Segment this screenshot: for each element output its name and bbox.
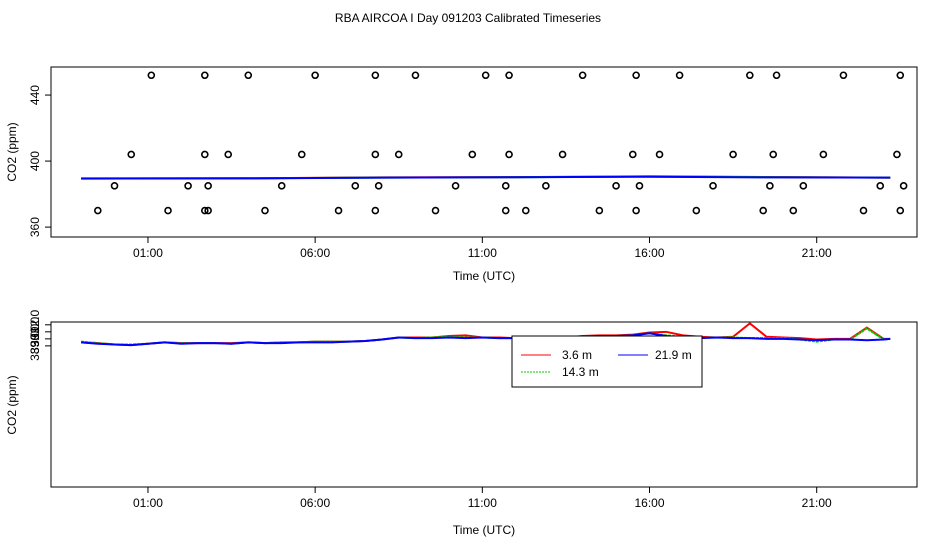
y-tick-label: 390.0: [28, 324, 42, 354]
data-point: [481, 71, 490, 80]
data-point: [578, 71, 587, 80]
data-point: [655, 150, 664, 159]
y-tick-label: 391.0: [28, 316, 42, 346]
data-point: [505, 71, 513, 80]
data-point: [351, 182, 360, 190]
data-point: [164, 206, 172, 215]
data-point: [558, 150, 567, 159]
data-point: [896, 206, 905, 215]
data-point: [876, 182, 885, 190]
data-point: [819, 150, 828, 159]
data-point: [612, 182, 620, 190]
data-point: [859, 206, 868, 215]
plot-frame: [50, 321, 918, 488]
data-point: [675, 71, 684, 80]
panel-bottom: 01:00 06:00 11:00 16:00 21:00 389.0390.0391.…: [5, 309, 918, 537]
y-tick-label: 360: [28, 217, 42, 237]
x-tick-label: 16:00: [634, 496, 664, 510]
data-point: [431, 206, 440, 215]
figure-title: RBA AIRCOA I Day 091203 Calibrated Times…: [335, 11, 601, 25]
legend-box: [511, 335, 703, 388]
x-tick-label: 06:00: [300, 246, 330, 260]
data-point: [505, 150, 513, 159]
data-point: [501, 182, 510, 190]
data-point: [521, 206, 530, 215]
plot-frame: [50, 66, 918, 238]
data-point: [746, 71, 754, 80]
data-point: [893, 150, 901, 159]
x-axis-label: Time (UTC): [453, 269, 515, 283]
data-point: [334, 206, 343, 215]
data-point: [595, 206, 604, 215]
data-point: [127, 150, 136, 159]
data-point: [839, 71, 848, 80]
data-point: [729, 150, 737, 159]
series-line: [81, 322, 891, 347]
data-point: [224, 150, 233, 159]
legend-label: 14.3 m: [562, 365, 599, 379]
data-point: [766, 182, 774, 190]
data-point: [201, 71, 209, 80]
data-point: [244, 71, 253, 80]
data-point: [632, 206, 640, 215]
data-point: [201, 150, 209, 159]
panel-top: 01:00 06:00 11:00 16:00 21:00 360 400 440 Time…: [5, 66, 918, 283]
series-line: [81, 175, 891, 180]
data-point: [709, 182, 717, 190]
data-point: [277, 182, 286, 190]
data-point: [451, 182, 460, 190]
y-tick-label: 440: [28, 85, 42, 105]
data-point: [371, 71, 380, 80]
data-point: [759, 206, 767, 215]
x-tick-label: 11:00: [468, 246, 497, 260]
x-tick-label: 01:00: [133, 496, 163, 510]
data-point: [632, 71, 640, 80]
y-tick-label: 400: [28, 151, 42, 171]
data-point: [201, 206, 209, 215]
data-point: [204, 206, 212, 215]
data-point: [374, 182, 383, 190]
data-point: [799, 182, 808, 190]
data-point: [896, 71, 905, 80]
data-point: [394, 150, 403, 159]
data-point: [789, 206, 798, 215]
data-point: [371, 206, 380, 215]
x-tick-label: 16:00: [634, 246, 664, 260]
data-point: [468, 150, 477, 159]
data-point: [261, 206, 269, 215]
series-line: [81, 332, 891, 347]
data-point: [772, 71, 781, 80]
legend: 3.6 m 21.9 m 14.3 m: [511, 335, 703, 388]
y-tick-label: 389.0: [28, 331, 42, 361]
data-point: [110, 182, 119, 190]
y-tick-label: 392.0: [28, 309, 42, 339]
x-tick-label: 21:00: [802, 496, 832, 510]
data-point: [147, 71, 156, 80]
data-point: [635, 182, 644, 190]
data-point: [692, 206, 701, 215]
data-point: [184, 182, 192, 190]
data-point: [297, 150, 306, 159]
x-tick-label: 01:00: [133, 246, 163, 260]
legend-label: 3.6 m: [562, 348, 592, 362]
data-point: [542, 182, 550, 190]
data-point: [769, 150, 778, 159]
data-point: [899, 182, 908, 190]
x-tick-label: 11:00: [468, 496, 497, 510]
data-point: [501, 206, 510, 215]
y-axis-label: CO2 (ppm): [5, 375, 19, 434]
y-axis-label: CO2 (ppm): [5, 122, 19, 181]
data-point: [411, 71, 420, 80]
data-point: [94, 206, 102, 215]
legend-label: 21.9 m: [655, 348, 692, 362]
x-axis-label: Time (UTC): [453, 523, 515, 537]
data-point: [204, 182, 212, 190]
x-tick-label: 06:00: [300, 496, 330, 510]
data-point: [371, 150, 380, 159]
data-point: [628, 150, 637, 159]
data-point: [311, 71, 319, 80]
x-tick-label: 21:00: [802, 246, 832, 260]
